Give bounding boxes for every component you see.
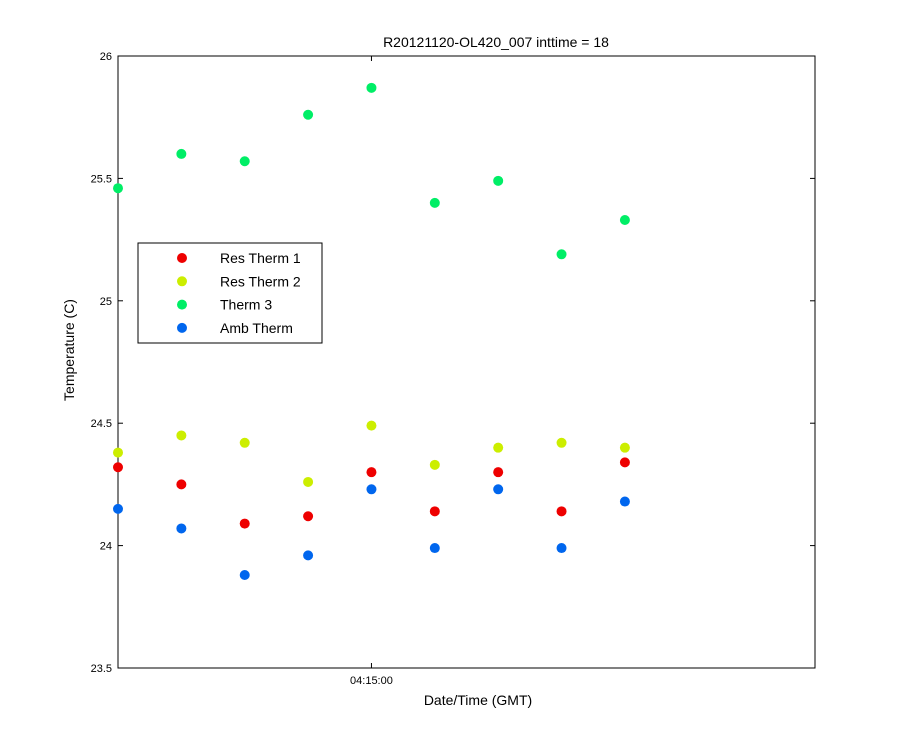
point-series-1 [493, 442, 504, 453]
point-series-1 [366, 420, 377, 431]
point-series-3 [556, 543, 567, 554]
point-series-3 [239, 569, 250, 580]
point-series-1 [556, 437, 567, 448]
y-tick-label: 24.5 [91, 418, 112, 430]
legend-label: Therm 3 [220, 297, 272, 313]
point-series-1 [113, 447, 123, 458]
point-series-2 [239, 156, 250, 167]
y-axis: 23.5 24 24.5 25 25.5 26 [91, 51, 815, 675]
legend-marker [177, 322, 187, 333]
point-series-0 [556, 506, 567, 517]
point-series-2 [556, 249, 567, 260]
y-tick-label: 23.5 [91, 663, 112, 675]
point-series-0 [619, 457, 630, 468]
legend: Res Therm 1 Res Therm 2 Therm 3 Amb Therm [137, 242, 323, 344]
point-series-0 [176, 479, 187, 490]
x-axis-label: Date/Time (GMT) [424, 692, 532, 708]
y-tick-label: 25.5 [91, 173, 112, 185]
point-series-2 [493, 175, 504, 186]
point-series-2 [366, 82, 377, 93]
point-series-0 [239, 518, 250, 529]
point-series-2 [303, 109, 314, 120]
point-series-0 [429, 506, 440, 517]
point-series-0 [366, 467, 377, 478]
point-series-0 [493, 467, 504, 478]
point-series-3 [619, 496, 630, 507]
point-series-1 [239, 437, 250, 448]
y-tick-label: 25 [100, 296, 112, 308]
legend-label: Amb Therm [220, 320, 293, 336]
point-series-0 [113, 462, 123, 473]
point-series-1 [303, 476, 314, 487]
point-series-3 [493, 484, 504, 495]
legend-label: Res Therm 1 [220, 250, 301, 266]
point-series-2 [429, 197, 440, 208]
x-tick-label: 04:15:00 [350, 675, 393, 687]
point-series-1 [176, 430, 187, 441]
point-series-3 [303, 550, 314, 561]
point-series-3 [113, 503, 123, 514]
point-series-2 [619, 215, 630, 226]
point-series-3 [176, 523, 187, 534]
point-series-1 [619, 442, 630, 453]
point-series-2 [176, 148, 187, 159]
point-series-1 [429, 459, 440, 470]
x-axis: 04:15:00 [350, 56, 393, 687]
point-series-3 [366, 484, 377, 495]
y-tick-label: 24 [100, 541, 112, 553]
point-series-0 [303, 511, 314, 522]
legend-box [137, 242, 323, 344]
legend-marker [177, 276, 187, 287]
plot-area [117, 55, 816, 669]
legend-marker [177, 299, 187, 310]
data-points [113, 82, 630, 580]
y-axis-label: Temperature (C) [61, 299, 77, 401]
legend-marker [177, 253, 187, 263]
chart-title: R20121120-OL420_007 inttime = 18 [383, 34, 609, 50]
y-tick-label: 26 [100, 51, 112, 63]
point-series-2 [113, 183, 123, 194]
legend-label: Res Therm 2 [220, 273, 301, 289]
point-series-3 [429, 543, 440, 554]
